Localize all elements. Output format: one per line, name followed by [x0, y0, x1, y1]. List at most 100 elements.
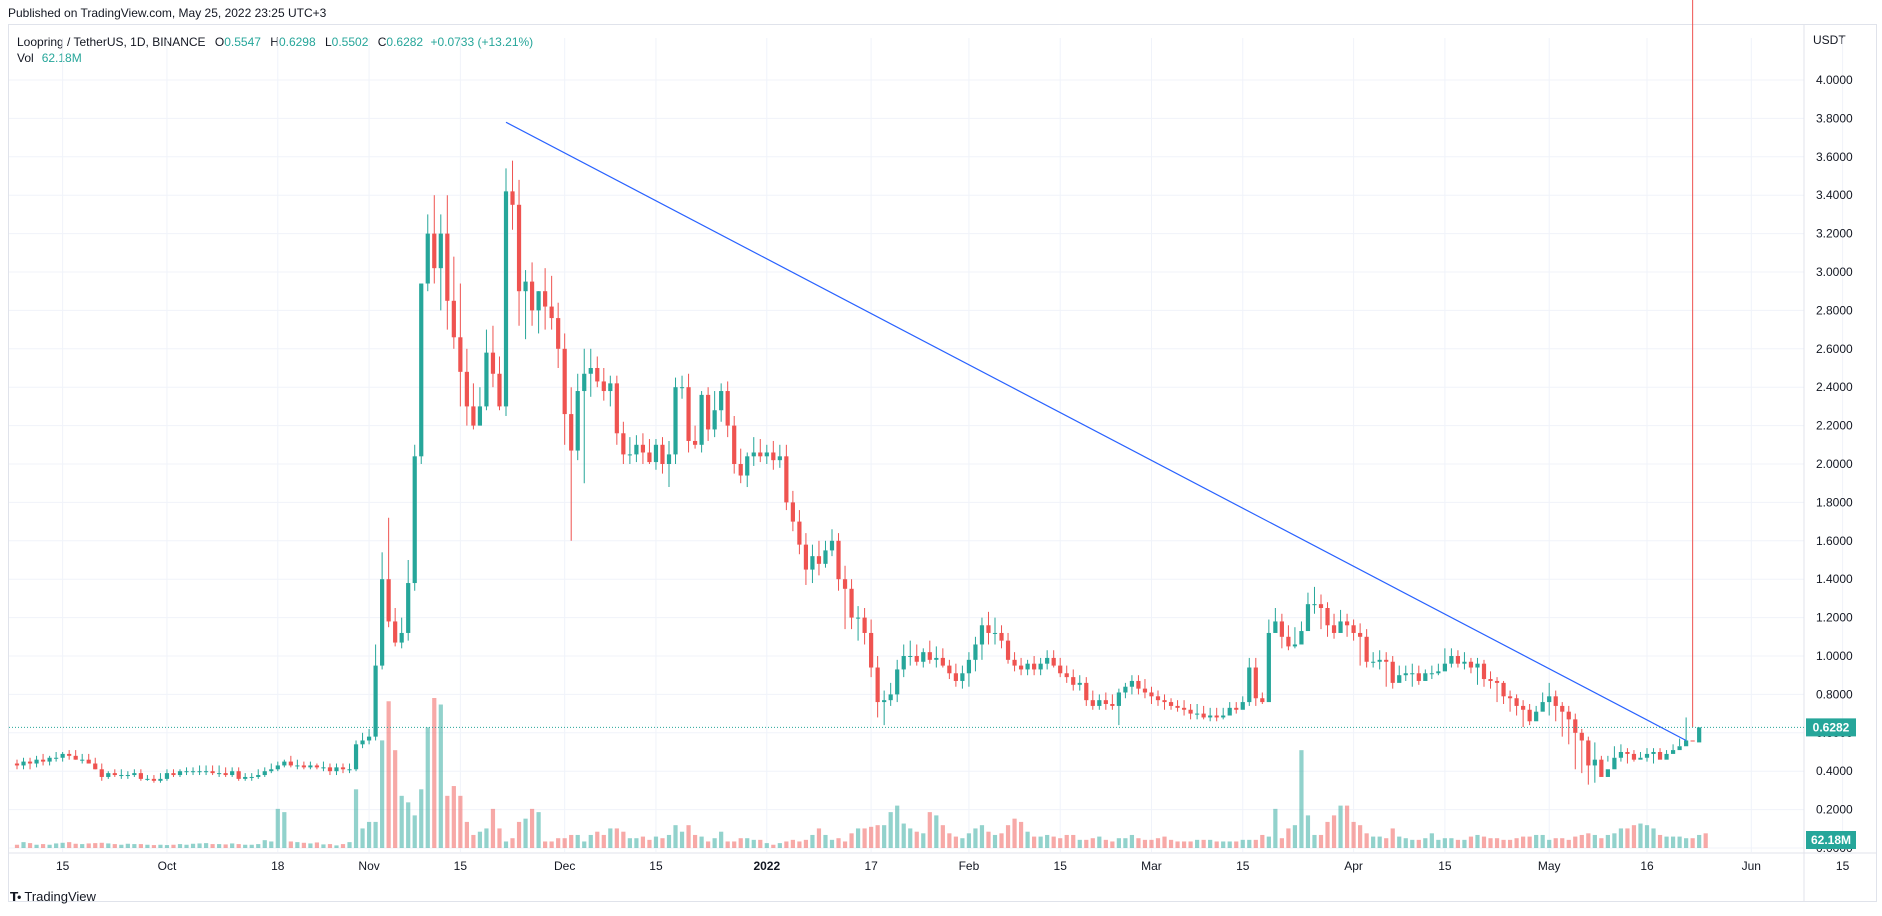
volume-bar — [1175, 841, 1180, 848]
candle-body — [927, 652, 932, 660]
candle-body — [262, 771, 267, 776]
volume-bar — [399, 795, 404, 848]
candle-body — [921, 652, 926, 662]
volume-bar — [803, 839, 809, 848]
volume-bar — [862, 828, 867, 848]
trendline — [505, 121, 1687, 742]
volume-bar — [986, 831, 991, 848]
candle-body — [1358, 632, 1363, 637]
volume-bar — [699, 836, 704, 848]
volume-bar — [190, 843, 196, 848]
currency-label[interactable]: USDT — [1813, 33, 1846, 47]
volume-bar — [1103, 839, 1108, 848]
volume-bar — [549, 841, 554, 848]
volume-bar — [927, 812, 932, 848]
candle-body — [777, 456, 782, 461]
candle-body — [999, 632, 1004, 641]
time-tick-label: 15 — [56, 859, 70, 873]
volume-bar — [1397, 836, 1402, 848]
volume-bar — [706, 841, 711, 848]
volume-bar — [151, 845, 157, 848]
volume-bar — [360, 828, 365, 848]
volume-bar — [464, 821, 469, 848]
volume-bar — [1351, 821, 1356, 848]
volume-bar — [562, 838, 567, 848]
candle-body — [1090, 700, 1095, 706]
volume-bar — [217, 844, 222, 848]
candle-body — [686, 387, 691, 441]
volume-bar — [849, 833, 854, 848]
candle-body — [862, 617, 867, 633]
volume-bar — [745, 838, 750, 848]
candle-body — [947, 665, 952, 674]
candle-body — [1429, 673, 1434, 675]
volume-bar — [1638, 823, 1643, 848]
price-tick-label: 1.0000 — [1816, 649, 1853, 663]
candle-body — [673, 387, 678, 455]
symbol-legend: Loopring / TetherUS, 1D, BINANCE O0.5547… — [17, 33, 533, 51]
volume-bar — [1364, 833, 1369, 848]
volume-bar — [1090, 838, 1095, 848]
candle-body — [393, 621, 398, 643]
candle-body — [132, 773, 137, 776]
time-axis: 15 Oct 18 Nov 15 Dec 15 2022 17 Feb 15 Mar 15 Apr 15 Ma… — [56, 859, 1850, 873]
candle-body — [1188, 709, 1193, 714]
candle-body — [640, 444, 646, 453]
candle-body — [810, 556, 815, 570]
volume-bar — [764, 843, 769, 848]
volume-bar — [588, 834, 593, 848]
candle-body — [256, 775, 261, 777]
volume-bar — [497, 828, 502, 848]
candle-body — [464, 371, 469, 407]
candle-body — [1142, 688, 1148, 693]
volume-bar — [27, 843, 33, 848]
candle-body — [67, 753, 72, 756]
candle-body — [979, 625, 985, 645]
candle-body — [719, 391, 724, 411]
candle-body — [1136, 680, 1141, 689]
candle-body — [203, 771, 209, 773]
candle-body — [823, 550, 828, 564]
candle-body — [1592, 759, 1597, 766]
tradingview-footer[interactable]: 𝗧• TradingView — [10, 889, 96, 904]
candle-body — [953, 673, 958, 681]
candle-body — [1032, 663, 1037, 670]
candle-body — [869, 632, 874, 668]
volume-bar — [1579, 834, 1584, 848]
candle-body — [875, 667, 880, 703]
volume-bar — [132, 844, 137, 848]
volume-bar — [380, 740, 385, 848]
candle-body — [1547, 696, 1552, 703]
volume-bar — [797, 841, 802, 848]
volume-bar — [386, 701, 391, 848]
volume-bar — [1318, 834, 1324, 848]
candle-body — [380, 579, 385, 666]
volume-bar — [1038, 836, 1043, 848]
candle-body — [1162, 700, 1167, 703]
volume-bar — [758, 839, 763, 848]
candle-body — [288, 761, 293, 766]
candle-body — [1155, 696, 1161, 701]
candle-body — [901, 656, 906, 670]
volume-bar — [366, 821, 372, 848]
time-tick-label: Apr — [1344, 859, 1363, 873]
volume-bar — [432, 698, 437, 848]
volume-bar — [1690, 838, 1695, 848]
symbol-name[interactable]: Loopring / TetherUS, 1D, BINANCE — [17, 35, 206, 49]
volume-bar — [1312, 834, 1317, 848]
candle-body — [1312, 604, 1317, 606]
candle-body — [1221, 715, 1226, 718]
candle-body — [1697, 727, 1702, 743]
price-tick-label: 1.6000 — [1816, 534, 1853, 548]
candle-body — [751, 452, 756, 457]
volume-bar — [836, 838, 841, 848]
open-value: 0.5547 — [224, 35, 261, 49]
candle-body — [1025, 663, 1030, 670]
volume-label[interactable]: Vol — [17, 51, 34, 65]
volume-bar — [86, 843, 91, 848]
candle-body — [451, 300, 456, 338]
volume-bar — [67, 842, 72, 848]
candle-body — [34, 759, 39, 764]
volume-bar — [614, 828, 619, 848]
